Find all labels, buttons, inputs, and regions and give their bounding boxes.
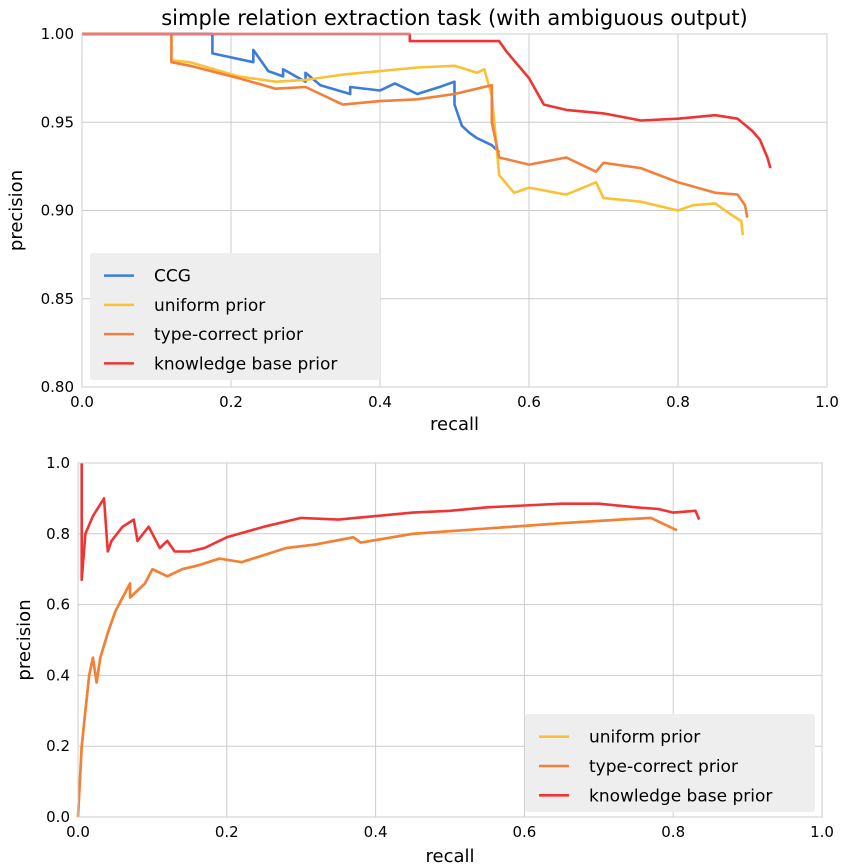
series-line-knowledge-base-prior [80, 463, 701, 582]
y-tick-label: 0.4 [46, 666, 70, 684]
legend-label: type-correct prior [154, 325, 303, 345]
x-axis-label-bottom: recall [425, 846, 474, 867]
y-tick-label: 1.0 [46, 454, 70, 472]
y-tick-label: 1.00 [41, 25, 74, 43]
x-tick-label: 1.0 [815, 393, 839, 411]
series-line-type-correct-prior [82, 32, 749, 218]
x-tick-label: 0.0 [66, 823, 90, 841]
y-tick-label: 0.0 [46, 808, 70, 826]
chart-top: 0.0 0.2 0.4 0.6 0.8 1.0 0.80 0.85 0.90 0.95 1.00 s… [6, 6, 839, 435]
plot-frame-bottom [77, 462, 823, 818]
x-tick-label: 0.6 [512, 823, 536, 841]
x-tick-label: 0.0 [70, 393, 94, 411]
y-tick-label: 0.85 [41, 290, 74, 308]
plot-frame-top [81, 33, 828, 388]
series-line-ccg [82, 32, 501, 154]
ticks-bottom: 0.0 0.2 0.4 0.6 0.8 1.0 0.0 0.2 0.4 0.6 0.8 1.0 [46, 454, 834, 841]
y-axis-label-bottom: precision [14, 599, 35, 680]
legend-box [525, 714, 815, 812]
x-axis-label-top: recall [430, 414, 479, 435]
y-tick-label: 0.6 [46, 596, 70, 614]
series-top [82, 32, 772, 236]
legend-label: knowledge base prior [589, 786, 772, 806]
legend-top: CCG uniform prior type-correct prior knowle… [90, 253, 380, 380]
x-tick-label: 0.8 [661, 823, 685, 841]
legend-label: knowledge base prior [154, 354, 337, 374]
y-tick-label: 0.95 [41, 113, 74, 131]
x-tick-label: 0.2 [219, 393, 243, 411]
series-line-type-correct-prior [76, 516, 678, 818]
x-tick-label: 0.8 [666, 393, 690, 411]
x-tick-label: 0.2 [215, 823, 239, 841]
ticks-top: 0.0 0.2 0.4 0.6 0.8 1.0 0.80 0.85 0.90 0.95 1.00 [41, 25, 839, 411]
y-axis-label-top: precision [6, 170, 27, 251]
legend-label: CCG [154, 267, 191, 287]
series-line-knowledge-base-prior [82, 32, 772, 169]
x-tick-label: 0.4 [364, 823, 388, 841]
series-bottom [76, 463, 701, 818]
legend-box [90, 253, 380, 380]
chart-title-top: simple relation extraction task (with am… [161, 6, 748, 30]
y-tick-label: 0.2 [46, 737, 70, 755]
legend-label: type-correct prior [589, 757, 738, 777]
x-tick-label: 1.0 [810, 823, 834, 841]
x-tick-label: 0.4 [368, 393, 392, 411]
y-tick-label: 0.90 [41, 202, 74, 220]
legend-label: uniform prior [154, 296, 265, 316]
legend-bottom: uniform prior type-correct prior knowledge… [525, 714, 815, 812]
chart-bottom: 0.0 0.2 0.4 0.6 0.8 1.0 0.0 0.2 0.4 0.6 0.8 1.0 rec… [14, 454, 834, 867]
y-tick-label: 0.80 [41, 378, 74, 396]
x-tick-label: 0.6 [517, 393, 541, 411]
legend-label: uniform prior [589, 728, 700, 748]
y-tick-label: 0.8 [46, 525, 70, 543]
